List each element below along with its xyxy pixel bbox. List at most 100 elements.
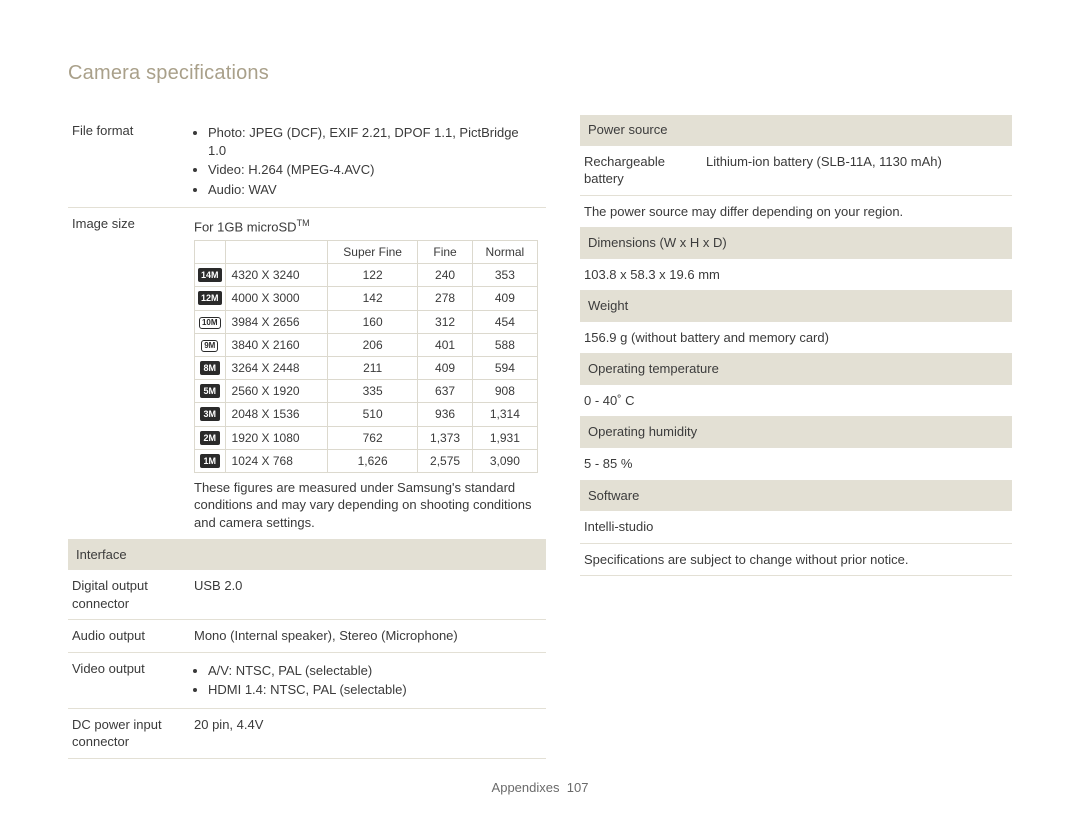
count-cell: 1,931 <box>472 426 537 449</box>
resolution-cell: 2560 X 1920 <box>225 380 327 403</box>
section-weight: Weight <box>580 291 1012 322</box>
count-cell: 1,314 <box>472 403 537 426</box>
count-cell: 240 <box>418 264 472 287</box>
count-cell: 122 <box>327 264 418 287</box>
table-row: 2M1920 X 10807621,3731,931 <box>195 426 538 449</box>
size-icon-cell: 2M <box>195 426 226 449</box>
count-cell: 353 <box>472 264 537 287</box>
table-row: 1M1024 X 7681,6262,5753,090 <box>195 449 538 472</box>
columns: File format Photo: JPEG (DCF), EXIF 2.21… <box>68 115 1012 759</box>
battery-value: Lithium-ion battery (SLB-11A, 1130 mAh) <box>702 145 1012 195</box>
size-icon-cell: 5M <box>195 380 226 403</box>
audio-output-label: Audio output <box>68 620 190 653</box>
section-op-temp: Operating temperature <box>580 354 1012 385</box>
table-row: 5M2560 X 1920335637908 <box>195 380 538 403</box>
count-cell: 594 <box>472 357 537 380</box>
count-cell: 206 <box>327 333 418 356</box>
size-icon-cell: 3M <box>195 403 226 426</box>
row-file-format: File format Photo: JPEG (DCF), EXIF 2.21… <box>68 115 546 208</box>
table-row: 12M4000 X 3000142278409 <box>195 287 538 310</box>
list-item: HDMI 1.4: NTSC, PAL (selectable) <box>208 681 538 699</box>
footer: Appendixes 107 <box>0 779 1080 797</box>
row-op-temp: 0 - 40˚ C <box>580 384 1012 417</box>
table-row: 9M3840 X 2160206401588 <box>195 333 538 356</box>
count-cell: 3,090 <box>472 449 537 472</box>
count-cell: 1,626 <box>327 449 418 472</box>
dc-power-value: 20 pin, 4.4V <box>190 708 546 758</box>
row-op-humid: 5 - 85 % <box>580 448 1012 481</box>
video-output-label: Video output <box>68 652 190 708</box>
row-dimensions: 103.8 x 58.3 x 19.6 mm <box>580 258 1012 291</box>
resolution-cell: 4320 X 3240 <box>225 264 327 287</box>
section-op-humid: Operating humidity <box>580 417 1012 448</box>
image-size-note: These figures are measured under Samsung… <box>194 479 538 532</box>
resolution-cell: 1920 X 1080 <box>225 426 327 449</box>
dimensions-value: 103.8 x 58.3 x 19.6 mm <box>580 258 1012 291</box>
inner-th: Super Fine <box>327 241 418 264</box>
inner-th: Normal <box>472 241 537 264</box>
size-icon: 10M <box>199 317 221 329</box>
file-format-value: Photo: JPEG (DCF), EXIF 2.21, DPOF 1.1, … <box>190 115 546 208</box>
size-icon: 12M <box>198 291 222 305</box>
count-cell: 211 <box>327 357 418 380</box>
row-software: Intelli-studio <box>580 511 1012 544</box>
interface-header: Interface <box>68 539 546 570</box>
size-icon-cell: 9M <box>195 333 226 356</box>
count-cell: 908 <box>472 380 537 403</box>
list-item: Audio: WAV <box>208 181 538 199</box>
dimensions-header: Dimensions (W x H x D) <box>580 228 1012 259</box>
left-column: File format Photo: JPEG (DCF), EXIF 2.21… <box>68 115 546 759</box>
file-format-list: Photo: JPEG (DCF), EXIF 2.21, DPOF 1.1, … <box>194 124 538 198</box>
size-icon: 8M <box>200 361 220 375</box>
row-audio-output: Audio output Mono (Internal speaker), St… <box>68 620 546 653</box>
resolution-cell: 3840 X 2160 <box>225 333 327 356</box>
file-format-label: File format <box>68 115 190 208</box>
section-dimensions: Dimensions (W x H x D) <box>580 228 1012 259</box>
count-cell: 278 <box>418 287 472 310</box>
video-output-list: A/V: NTSC, PAL (selectable) HDMI 1.4: NT… <box>194 662 538 699</box>
footer-page: 107 <box>567 780 589 795</box>
row-disclaimer: Specifications are subject to change wit… <box>580 543 1012 576</box>
software-header: Software <box>580 480 1012 511</box>
audio-output-value: Mono (Internal speaker), Stereo (Microph… <box>190 620 546 653</box>
size-icon: 14M <box>198 268 222 282</box>
dc-power-label: DC power input connector <box>68 708 190 758</box>
weight-value: 156.9 g (without battery and memory card… <box>580 321 1012 354</box>
resolution-cell: 4000 X 3000 <box>225 287 327 310</box>
count-cell: 409 <box>418 357 472 380</box>
microsd-note: For 1GB microSDTM <box>194 217 538 236</box>
page-title: Camera specifications <box>68 60 1012 87</box>
section-interface: Interface <box>68 539 546 570</box>
spec-table-right: Power source Rechargeable battery Lithiu… <box>580 115 1012 576</box>
count-cell: 2,575 <box>418 449 472 472</box>
op-humid-header: Operating humidity <box>580 417 1012 448</box>
count-cell: 401 <box>418 333 472 356</box>
size-icon-cell: 1M <box>195 449 226 472</box>
row-battery: Rechargeable battery Lithium-ion battery… <box>580 145 1012 195</box>
size-icon: 9M <box>201 340 218 352</box>
table-row: 3M2048 X 15365109361,314 <box>195 403 538 426</box>
size-icon: 1M <box>200 454 220 468</box>
row-video-output: Video output A/V: NTSC, PAL (selectable)… <box>68 652 546 708</box>
list-item: Photo: JPEG (DCF), EXIF 2.21, DPOF 1.1, … <box>208 124 538 159</box>
weight-header: Weight <box>580 291 1012 322</box>
image-size-label: Image size <box>68 208 190 539</box>
size-icon-cell: 12M <box>195 287 226 310</box>
count-cell: 160 <box>327 310 418 333</box>
count-cell: 510 <box>327 403 418 426</box>
digital-output-label: Digital output connector <box>68 570 190 620</box>
page: Camera specifications File format Photo:… <box>0 0 1080 759</box>
count-cell: 312 <box>418 310 472 333</box>
count-cell: 637 <box>418 380 472 403</box>
size-icon-cell: 10M <box>195 310 226 333</box>
video-output-value: A/V: NTSC, PAL (selectable) HDMI 1.4: NT… <box>190 652 546 708</box>
row-image-size: Image size For 1GB microSDTM Super FineF… <box>68 208 546 539</box>
row-weight: 156.9 g (without battery and memory card… <box>580 321 1012 354</box>
resolution-cell: 2048 X 1536 <box>225 403 327 426</box>
row-power-note: The power source may differ depending on… <box>580 195 1012 228</box>
count-cell: 1,373 <box>418 426 472 449</box>
disclaimer: Specifications are subject to change wit… <box>580 543 1012 576</box>
software-value: Intelli-studio <box>580 511 1012 544</box>
footer-label: Appendixes <box>492 780 560 795</box>
image-size-table: Super FineFineNormal14M4320 X 3240122240… <box>194 240 538 473</box>
